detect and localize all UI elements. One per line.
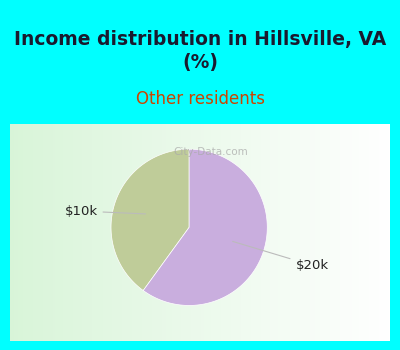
- Text: $20k: $20k: [233, 241, 329, 272]
- Polygon shape: [111, 149, 189, 290]
- Text: $10k: $10k: [64, 204, 146, 218]
- Text: City-Data.com: City-Data.com: [174, 147, 248, 158]
- Polygon shape: [143, 149, 267, 306]
- Text: Other residents: Other residents: [136, 90, 264, 108]
- Text: Income distribution in Hillsville, VA
(%): Income distribution in Hillsville, VA (%…: [14, 29, 386, 72]
